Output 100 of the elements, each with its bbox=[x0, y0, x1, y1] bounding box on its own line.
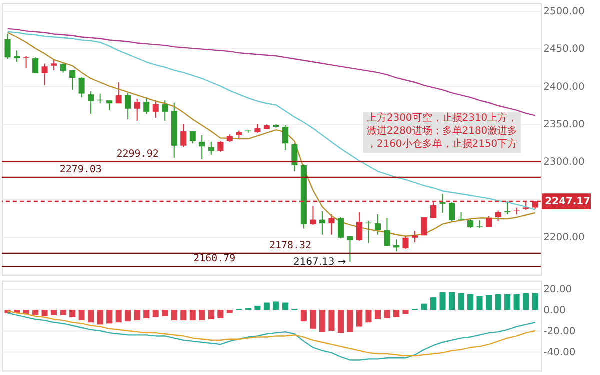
candlestick bbox=[152, 100, 159, 118]
y-tick-label: 2400.00 bbox=[544, 82, 585, 93]
bar bbox=[78, 310, 85, 321]
candlestick bbox=[162, 100, 168, 122]
candlestick bbox=[319, 210, 326, 236]
candlestick bbox=[458, 212, 464, 222]
y-tick-label: 2200.00 bbox=[544, 232, 585, 244]
candlestick bbox=[190, 131, 196, 144]
bar bbox=[254, 306, 261, 310]
bar bbox=[532, 293, 538, 310]
candlestick bbox=[486, 216, 492, 228]
bar bbox=[88, 310, 94, 323]
bar bbox=[300, 310, 307, 322]
bar bbox=[226, 310, 233, 314]
candlestick bbox=[125, 92, 132, 120]
candlestick bbox=[116, 82, 122, 104]
bar bbox=[97, 310, 104, 325]
candlestick bbox=[292, 143, 298, 172]
candlestick bbox=[310, 206, 316, 226]
bar bbox=[60, 310, 66, 316]
bar bbox=[374, 310, 381, 320]
bar bbox=[440, 292, 446, 310]
bar bbox=[264, 302, 270, 310]
candlestick bbox=[421, 217, 428, 236]
bar bbox=[116, 310, 122, 323]
bar bbox=[504, 294, 511, 310]
bar bbox=[218, 310, 224, 318]
candlestick bbox=[144, 97, 150, 115]
bar bbox=[402, 310, 409, 314]
candlestick bbox=[282, 125, 288, 151]
candlestick bbox=[180, 123, 187, 148]
candlestick bbox=[384, 218, 390, 247]
candlestick bbox=[218, 140, 224, 152]
candlestick bbox=[449, 202, 456, 222]
candlestick bbox=[208, 142, 214, 156]
annotation: 上方2300可空，止损2310上方，激进2280进场；多单2180激进多，2160小仓多单，止损2150下方 bbox=[366, 112, 518, 150]
bar bbox=[468, 294, 474, 310]
ref-line-label: 2299.92 bbox=[116, 148, 159, 160]
y-tick-label: 2450.00 bbox=[544, 44, 585, 56]
y-tick-label: 2350.00 bbox=[544, 119, 585, 130]
candlestick bbox=[412, 230, 418, 243]
candlestick bbox=[78, 76, 85, 98]
bar bbox=[144, 310, 150, 318]
bar bbox=[495, 294, 502, 310]
candlestick bbox=[106, 100, 113, 111]
bar bbox=[125, 310, 132, 322]
y-tick-label: 2300.00 bbox=[544, 157, 585, 168]
candlestick bbox=[70, 70, 76, 91]
bar bbox=[42, 310, 48, 316]
bar bbox=[282, 302, 288, 310]
bar bbox=[310, 310, 316, 329]
candlestick bbox=[134, 98, 140, 122]
bar bbox=[366, 310, 372, 323]
bar bbox=[430, 298, 437, 310]
y-tick-label: -40.00 bbox=[544, 347, 576, 358]
candlestick bbox=[328, 214, 335, 236]
candlestick bbox=[32, 57, 39, 74]
bar bbox=[421, 304, 428, 310]
ref-line-label: 2247.17 bbox=[545, 196, 591, 208]
bar bbox=[458, 293, 464, 310]
candlestick bbox=[4, 34, 11, 60]
candlestick bbox=[440, 194, 446, 214]
bar bbox=[476, 296, 483, 310]
bar bbox=[384, 310, 390, 318]
bar bbox=[356, 310, 362, 327]
y-tick-label: -20.00 bbox=[544, 326, 576, 338]
bar bbox=[152, 310, 159, 318]
bar bbox=[171, 310, 178, 321]
candlestick bbox=[42, 63, 48, 86]
bar bbox=[180, 310, 187, 321]
candlestick bbox=[60, 63, 66, 74]
candlestick bbox=[338, 217, 344, 240]
candlestick bbox=[347, 236, 354, 262]
candlestick bbox=[23, 56, 30, 69]
candlestick bbox=[254, 123, 261, 134]
bar bbox=[319, 310, 326, 332]
bar bbox=[199, 310, 206, 321]
candlestick bbox=[51, 59, 58, 71]
bar bbox=[134, 310, 140, 321]
bar bbox=[449, 292, 456, 310]
bar bbox=[162, 310, 168, 316]
y-tick-label: 2500.00 bbox=[544, 6, 585, 18]
bar bbox=[208, 310, 214, 320]
candlestick bbox=[402, 236, 409, 250]
candlestick bbox=[14, 50, 20, 63]
candlestick bbox=[199, 134, 206, 160]
bar bbox=[523, 293, 530, 310]
candlestick bbox=[356, 212, 362, 242]
annotation: 2167.13 → bbox=[293, 256, 346, 268]
bar bbox=[70, 310, 76, 318]
ref-line-label: 2160.79 bbox=[194, 254, 236, 265]
bar bbox=[273, 302, 280, 310]
bar bbox=[51, 310, 58, 316]
candlestick bbox=[495, 210, 502, 222]
bar bbox=[32, 310, 39, 316]
bar bbox=[328, 310, 335, 331]
y-tick-label: 20.00 bbox=[544, 284, 572, 296]
bar bbox=[347, 310, 354, 332]
bar bbox=[338, 310, 344, 334]
y-tick-label: 0.00 bbox=[544, 306, 566, 317]
